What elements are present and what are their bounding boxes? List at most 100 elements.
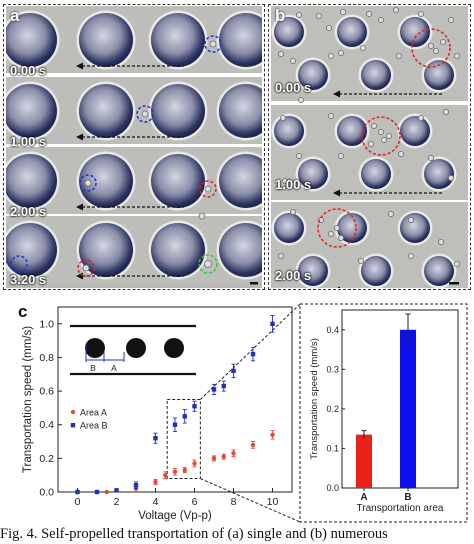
droplet — [274, 116, 304, 146]
point-area-a — [172, 469, 178, 475]
droplet — [361, 60, 391, 90]
particle — [417, 11, 424, 17]
particle — [378, 16, 385, 23]
point-area-a — [163, 472, 168, 478]
droplet — [219, 13, 262, 67]
figure-caption: Fig. 4. Self-propelled transportation of… — [0, 526, 388, 542]
point-area-a — [250, 442, 256, 448]
x-tick-label: 6 — [192, 496, 198, 508]
zoom-connector — [200, 303, 301, 400]
droplet — [219, 154, 262, 208]
y-tick-label: 0.4 — [39, 419, 54, 431]
particle — [204, 260, 212, 268]
particle — [393, 7, 400, 13]
legend-marker-area-b — [70, 423, 76, 428]
legend-label-area-b: Area B — [80, 421, 108, 431]
point-area-a — [221, 454, 226, 459]
droplet — [298, 256, 328, 286]
frame-separator — [6, 144, 262, 148]
bar-y-tick-label: 0.0 — [326, 483, 339, 493]
droplet — [274, 213, 304, 243]
scatter-plot-frame — [57, 306, 293, 493]
droplet — [151, 13, 205, 67]
droplet — [6, 84, 57, 138]
bar-y-tick-label: 0.4 — [326, 325, 339, 335]
particle — [316, 13, 323, 19]
tracking-circle — [79, 174, 97, 192]
direction-arrow-head — [337, 286, 340, 288]
schematic-label-a: A — [111, 363, 117, 373]
droplet — [361, 256, 391, 286]
tracking-circle — [361, 116, 401, 156]
direction-arrow-head — [76, 203, 83, 211]
particle — [368, 140, 375, 147]
point-area-b — [172, 422, 178, 427]
panel-a-svg — [6, 6, 262, 285]
scatter-chart: 0 2 4 6 8 10 0.0 0.2 0.4 0.6 0.8 1.0 Voltage (Vp-p) T… — [22, 306, 293, 522]
particle — [338, 50, 345, 57]
panel-c-letter: c — [18, 302, 28, 321]
droplet — [151, 154, 205, 208]
particle — [281, 177, 288, 184]
bar-category-label: B — [404, 492, 411, 503]
particle — [378, 129, 385, 136]
point-area-a — [231, 451, 236, 456]
panel-a-time-2: 1.00 s — [10, 134, 47, 149]
panel-c-svg: 0 2 4 6 8 10 0.0 0.2 0.4 0.6 0.8 1.0 Voltage (Vp-p) T… — [22, 303, 468, 523]
frame-separator — [271, 101, 468, 105]
panel-a-time-1: 0.00 s — [10, 63, 47, 78]
panel-b-time-2: 1.00 s — [275, 177, 312, 192]
particle — [340, 9, 347, 15]
bar-a — [356, 434, 372, 488]
droplet — [400, 116, 430, 146]
point-area-a — [104, 489, 109, 495]
particle — [198, 212, 206, 220]
point-area-a — [153, 479, 158, 485]
panel-b-time-1: 0.00 s — [275, 80, 312, 95]
droplet — [6, 223, 57, 277]
point-area-b — [270, 321, 275, 327]
y-tick-label: 0.2 — [39, 453, 54, 465]
particle — [295, 12, 302, 18]
particle — [297, 97, 304, 104]
bar-y-tick-label: 0.1 — [326, 443, 339, 453]
panel-b-letter: b — [275, 6, 286, 25]
droplet — [424, 60, 454, 90]
particle — [82, 264, 90, 272]
zoom-box — [166, 399, 201, 480]
particle — [439, 39, 446, 46]
legend-marker-area-a — [70, 409, 76, 415]
tracking-circle — [411, 28, 451, 68]
frame-separator — [6, 73, 262, 77]
point-area-b — [75, 489, 80, 495]
panel-b-time-3: 2.00 s — [275, 268, 312, 283]
particle — [279, 115, 286, 122]
direction-arrow-head — [333, 189, 340, 197]
particle — [328, 113, 335, 120]
particle — [407, 252, 414, 259]
x-axis-label: Voltage (Vp-p) — [138, 510, 212, 522]
droplet — [6, 154, 57, 208]
particle — [417, 115, 424, 122]
particle — [289, 208, 296, 215]
droplet — [151, 84, 205, 138]
tracking-circle — [136, 105, 154, 123]
electrode-disc — [85, 338, 105, 358]
particle — [326, 24, 333, 31]
particle — [453, 260, 460, 267]
point-area-b — [153, 435, 158, 441]
droplet — [151, 223, 205, 277]
scale-bar — [449, 282, 459, 285]
zoom-connector — [200, 478, 301, 523]
droplet — [337, 116, 367, 146]
particle — [386, 133, 393, 140]
bar-b — [400, 329, 416, 488]
particle — [371, 123, 378, 130]
particle — [141, 110, 149, 118]
point-area-a — [211, 456, 217, 461]
tracking-circle — [10, 255, 28, 273]
direction-arrow-head — [76, 62, 83, 70]
